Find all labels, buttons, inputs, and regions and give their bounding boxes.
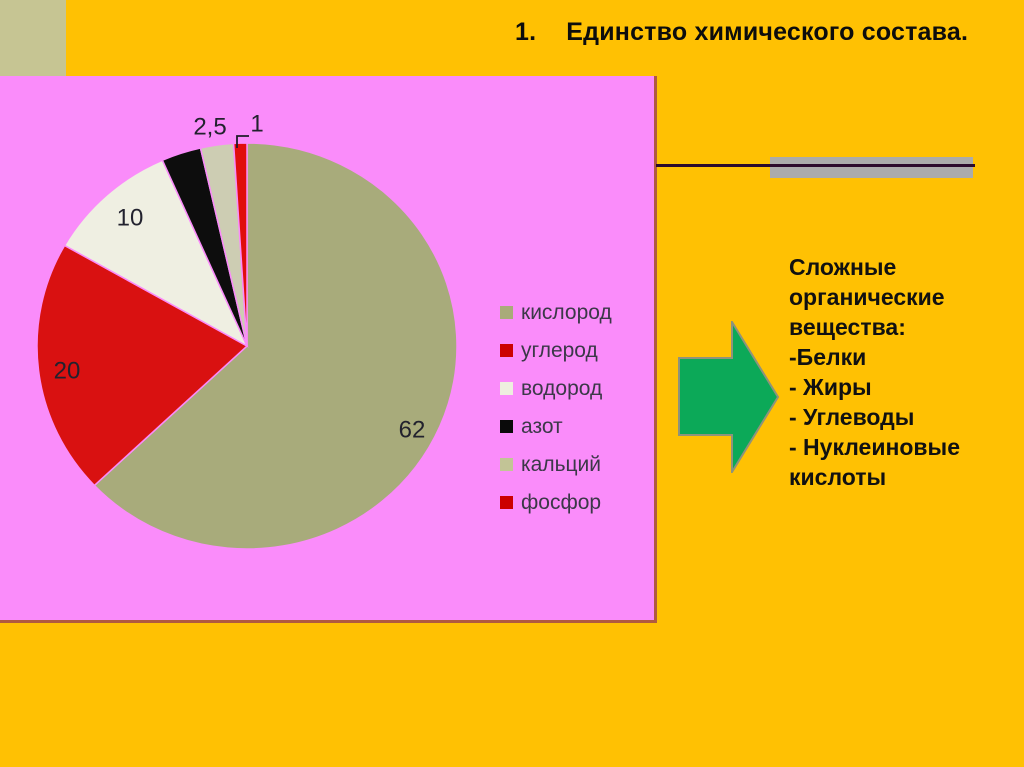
organic-substances-text: Сложные органические вещества: -Белки - … xyxy=(789,254,960,490)
pie-slice-водород xyxy=(63,159,249,348)
label-leader-line xyxy=(236,135,249,148)
legend-item-кислород: кислород xyxy=(500,293,612,331)
legend-swatch xyxy=(500,343,513,357)
legend-label: углерод xyxy=(521,338,598,362)
chart-panel: 62 20 10 2,5 1 кислород углерод водород азот кал… xyxy=(0,76,657,623)
pie-value-label: 62 xyxy=(399,417,426,444)
pie-slice-кислород xyxy=(93,142,458,550)
legend-item-фосфор: фосфор xyxy=(500,483,612,521)
pie-value-label: 1 xyxy=(250,111,263,138)
pie-slice-фосфор xyxy=(232,142,248,347)
pie-value-label: 20 xyxy=(54,358,81,385)
right-arrow-shape xyxy=(678,321,780,473)
pie-value-label: 2,5 xyxy=(193,114,226,141)
legend-swatch xyxy=(500,419,513,433)
pie-value-label: 10 xyxy=(117,205,144,232)
legend-swatch xyxy=(500,457,513,471)
connector-bar xyxy=(770,157,973,178)
legend-label: кальций xyxy=(521,452,602,476)
legend-swatch xyxy=(500,305,513,319)
chart-legend: кислород углерод водород азот кальций фосфор xyxy=(500,293,612,521)
legend-swatch xyxy=(500,381,513,395)
title-number: 1. xyxy=(515,18,537,46)
legend-label: кислород xyxy=(521,300,612,324)
pie-chart: 62 20 10 2,5 1 xyxy=(36,111,458,550)
legend-label: фосфор xyxy=(521,490,602,514)
legend-item-азот: азот xyxy=(500,407,612,445)
pie-slice-углерод xyxy=(36,244,249,487)
legend-swatch xyxy=(500,495,513,509)
connector-line xyxy=(656,164,975,167)
legend-item-углерод: углерод xyxy=(500,331,612,369)
legend-label: водород xyxy=(521,376,603,400)
legend-item-кальций: кальций xyxy=(500,445,612,483)
legend-label: азот xyxy=(521,414,563,438)
legend-item-водород: водород xyxy=(500,369,612,407)
page-title: 1. Единство химического состава. xyxy=(515,18,968,47)
corner-decoration xyxy=(0,0,66,76)
right-arrow-icon xyxy=(678,321,780,473)
title-text: Единство химического состава. xyxy=(566,18,969,46)
